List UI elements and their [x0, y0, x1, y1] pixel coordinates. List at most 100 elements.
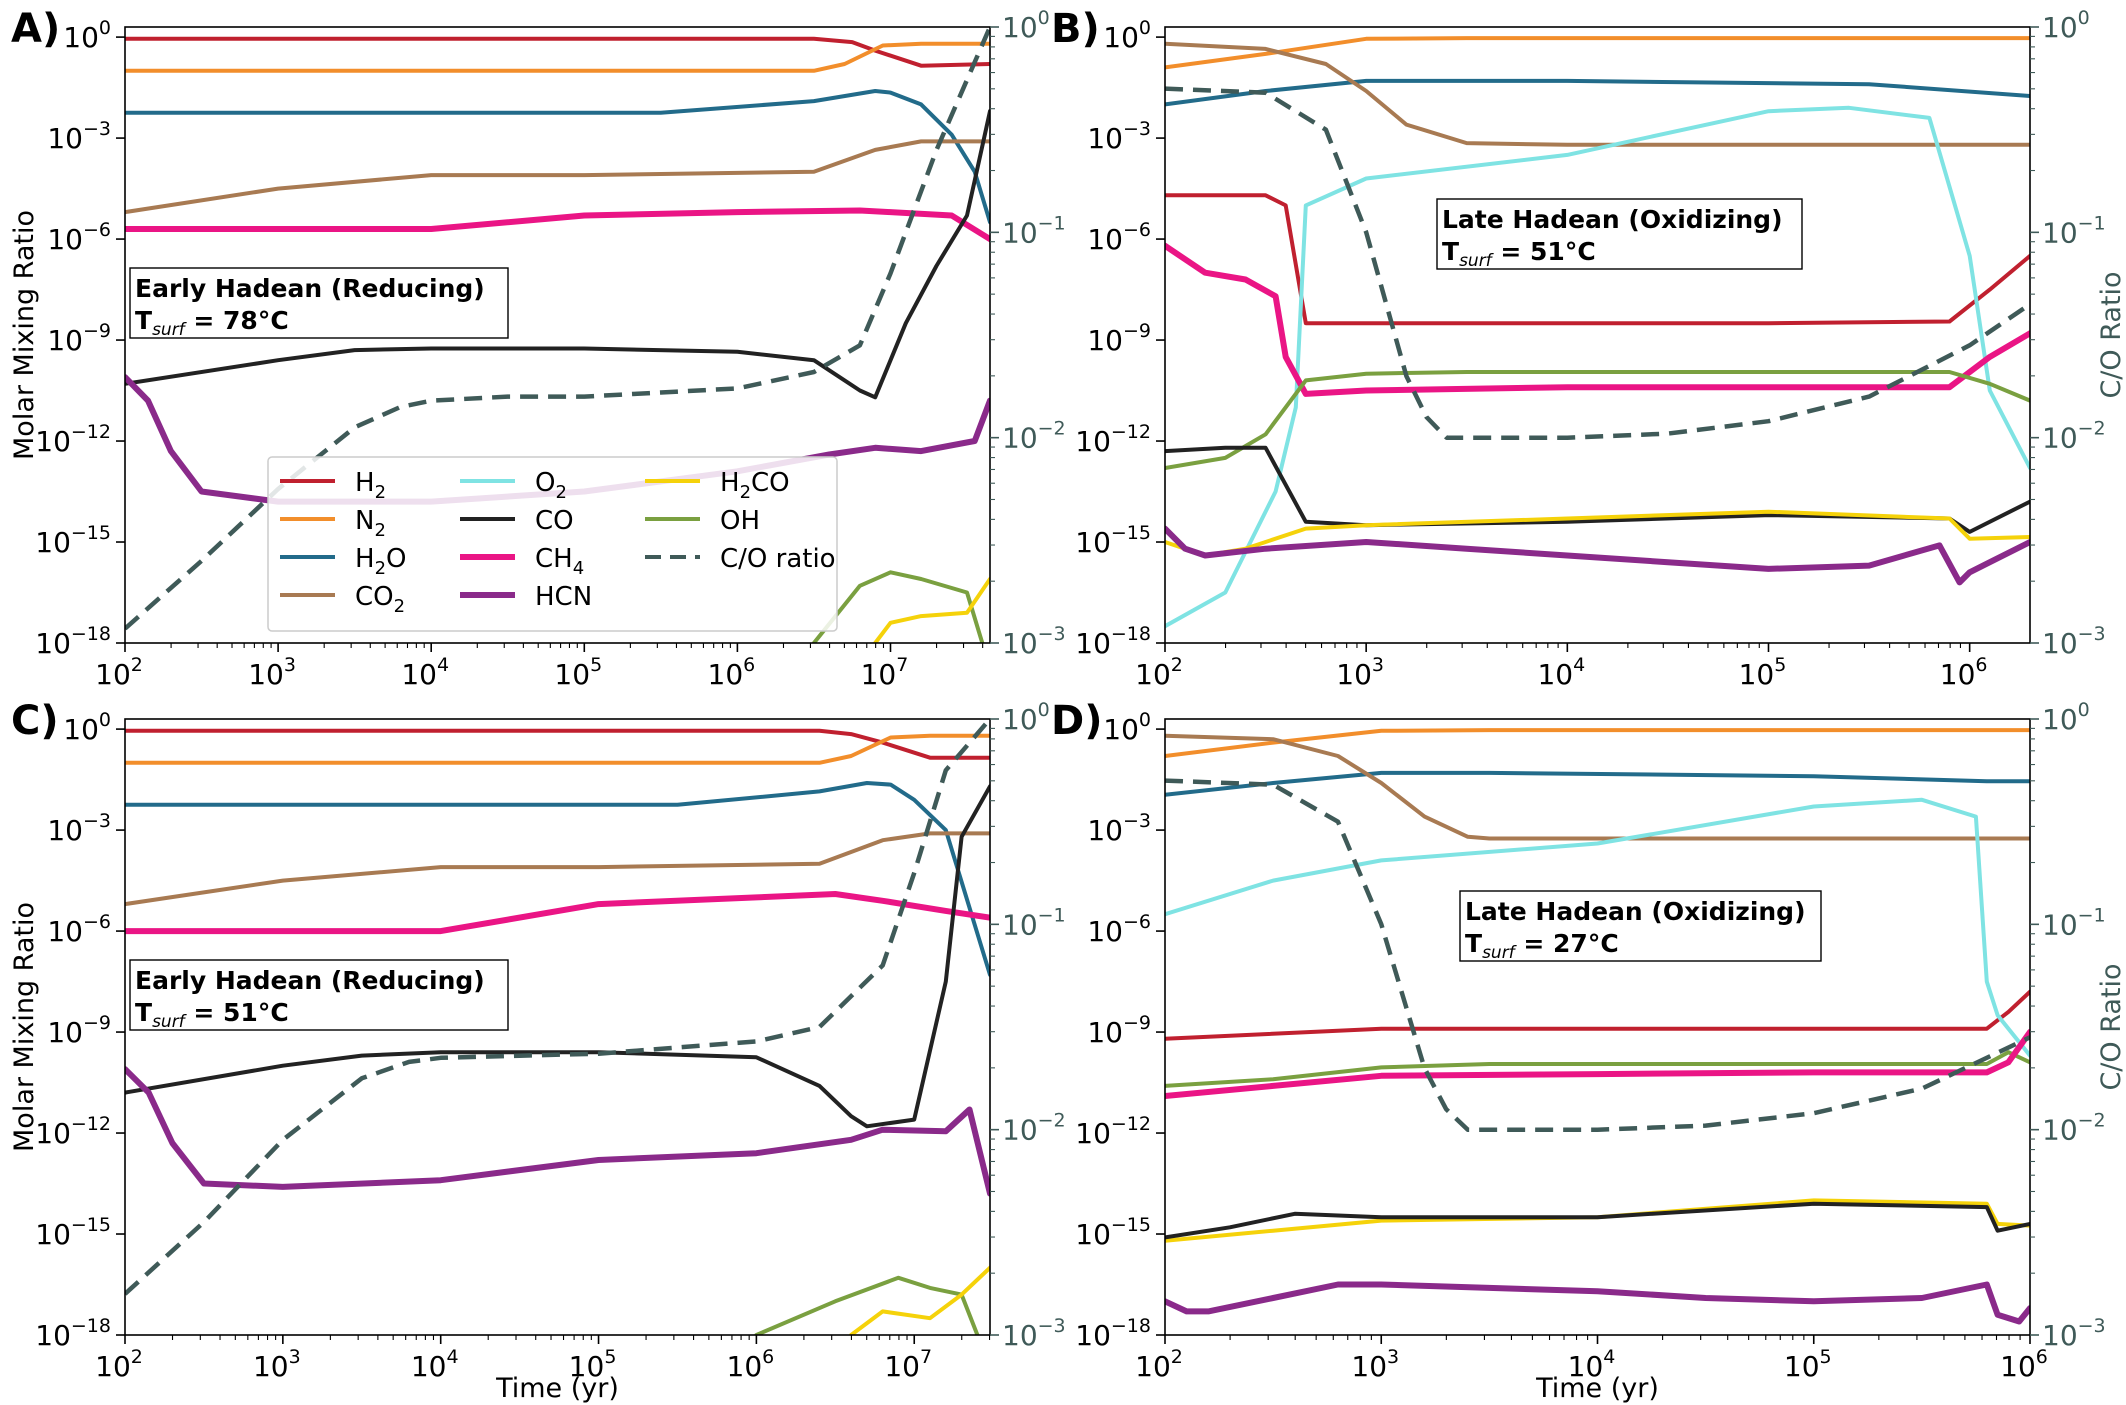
series-line-h2 [1165, 193, 2030, 326]
annotation-temperature: Tsurf = 27°C [1465, 929, 1619, 963]
annotation-temperature: Tsurf = 78°C [135, 306, 289, 340]
y-tick-label: 10−9 [1087, 320, 1151, 357]
x-tick-label: 102 [95, 654, 143, 691]
series-line-co [125, 784, 990, 1129]
x-axis-label: Time (yr) [1535, 1373, 1659, 1404]
y2-tick-label: 10−2 [1002, 418, 1066, 455]
series-line-co [1165, 1201, 2030, 1240]
x-tick-label: 106 [1940, 654, 1988, 691]
legend-label-h2: H2 [355, 468, 386, 503]
series-group [1165, 36, 2030, 629]
y2-tick-label: 10−3 [2042, 1315, 2106, 1352]
y2-tick-label: 10−1 [2042, 904, 2106, 941]
series-line-h2co [849, 1265, 990, 1335]
annotation-temperature: Tsurf = 51°C [135, 998, 289, 1032]
legend-label-n2: N2 [355, 506, 386, 541]
y2-tick-label: 10−3 [2042, 623, 2106, 660]
legend-label-h2co: H2CO [720, 468, 790, 503]
legend-label-co: CO [535, 506, 574, 536]
y-tick-label: 10−18 [1075, 623, 1151, 660]
y-tick-label: 10−18 [35, 623, 111, 660]
panel-b: 102 103 104 105 106 100 10−3 10−6 10−9 10−12 10−15… [1051, 6, 2126, 691]
legend-label-co-ratio: C/O ratio [720, 544, 836, 574]
y-tick-label: 10−3 [47, 810, 111, 847]
y-tick-label: 10−3 [47, 118, 111, 155]
x-axis-label: Time (yr) [495, 1373, 619, 1404]
x-tick-label: 103 [1351, 1346, 1399, 1383]
x-tick-label: 105 [1784, 1346, 1832, 1383]
annotation-box [1436, 198, 1803, 270]
y2-axis-label: C/O Ratio [2096, 963, 2126, 1090]
y-tick-label: 10−12 [1075, 1113, 1151, 1150]
series-line-co-ratio [125, 719, 990, 1296]
annotation-box [129, 267, 509, 339]
y2-tick-label: 10−3 [1002, 1315, 1066, 1352]
series-line-co2 [125, 139, 990, 215]
annotation-box [129, 959, 509, 1031]
y-tick-label: 10−15 [35, 522, 111, 559]
series-line-n2 [1165, 728, 2030, 758]
legend-label-oh: OH [720, 506, 760, 536]
y2-tick-label: 100 [2042, 7, 2090, 44]
y2-tick-label: 100 [1002, 699, 1050, 736]
series-line-co2 [1165, 733, 2030, 841]
series-line-co2 [1165, 41, 2030, 147]
y-tick-label: 100 [1103, 709, 1151, 746]
y-tick-label: 10−15 [1075, 1214, 1151, 1251]
y-tick-label: 10−18 [35, 1315, 111, 1352]
y2-tick-label: 10−3 [1002, 623, 1066, 660]
series-line-h2o [125, 89, 990, 225]
series-line-o2 [1165, 105, 2030, 629]
series-line-hcn [125, 1066, 990, 1197]
y2-axis-label: C/O Ratio [2096, 271, 2126, 398]
y-tick-label: 10−18 [1075, 1315, 1151, 1352]
x-tick-label: 105 [569, 1346, 617, 1383]
y2-tick-label: 10−2 [1002, 1110, 1066, 1147]
series-line-co2 [125, 831, 990, 907]
y2-tick-label: 10−1 [1002, 212, 1066, 249]
x-tick-label: 104 [401, 654, 449, 691]
y-tick-label: 10−3 [1087, 118, 1151, 155]
panel-d: 102 103 104 105 106 100 10−3 10−6 10−9 10−12 10−15… [1051, 698, 2126, 1404]
plot-frame [124, 718, 991, 1336]
y2-tick-label: 10−2 [2042, 418, 2106, 455]
series-line-ch4 [125, 891, 990, 935]
y-tick-label: 10−15 [35, 1214, 111, 1251]
series-line-h2o [1165, 770, 2030, 797]
x-tick-label: 107 [884, 1346, 932, 1383]
series-line-hcn [1165, 525, 2030, 586]
plot-frame [1164, 26, 2031, 644]
series-group [125, 719, 990, 1335]
y-tick-label: 10−6 [47, 219, 111, 256]
y-tick-label: 10−3 [1087, 810, 1151, 847]
y2-tick-label: 10−1 [1002, 904, 1066, 941]
legend-label-h2o: H2O [355, 544, 406, 579]
series-line-oh [754, 1275, 980, 1335]
panel-label: B) [1051, 6, 1100, 52]
series-line-h2o [1165, 78, 2030, 107]
y-tick-label: 10−12 [1075, 421, 1151, 458]
y2-tick-label: 10−2 [2042, 1110, 2106, 1147]
x-tick-label: 104 [411, 1346, 459, 1383]
y-tick-label: 100 [1103, 17, 1151, 54]
y2-tick-label: 100 [2042, 699, 2090, 736]
series-line-n2 [1165, 36, 2030, 70]
y-tick-label: 10−6 [1087, 219, 1151, 256]
y-tick-label: 10−12 [35, 421, 111, 458]
y-axis-label: Molar Mixing Ratio [9, 902, 40, 1152]
legend-label-ch4: CH4 [535, 544, 584, 579]
series-line-h2 [1165, 989, 2030, 1041]
y-tick-label: 10−12 [35, 1113, 111, 1150]
y2-tick-label: 100 [1002, 7, 1050, 44]
legend-label-o2: O2 [535, 468, 567, 503]
annotation-temperature: Tsurf = 51°C [1442, 237, 1596, 271]
annotation-title: Late Hadean (Oxidizing) [1465, 897, 1806, 926]
legend-frame [267, 456, 838, 632]
series-line-oh [811, 570, 985, 643]
y-tick-label: 10−9 [47, 1012, 111, 1049]
series-line-oh [1165, 1050, 2030, 1088]
series-line-h2 [125, 728, 990, 760]
y-tick-label: 10−9 [47, 320, 111, 357]
x-tick-label: 106 [2000, 1346, 2048, 1383]
